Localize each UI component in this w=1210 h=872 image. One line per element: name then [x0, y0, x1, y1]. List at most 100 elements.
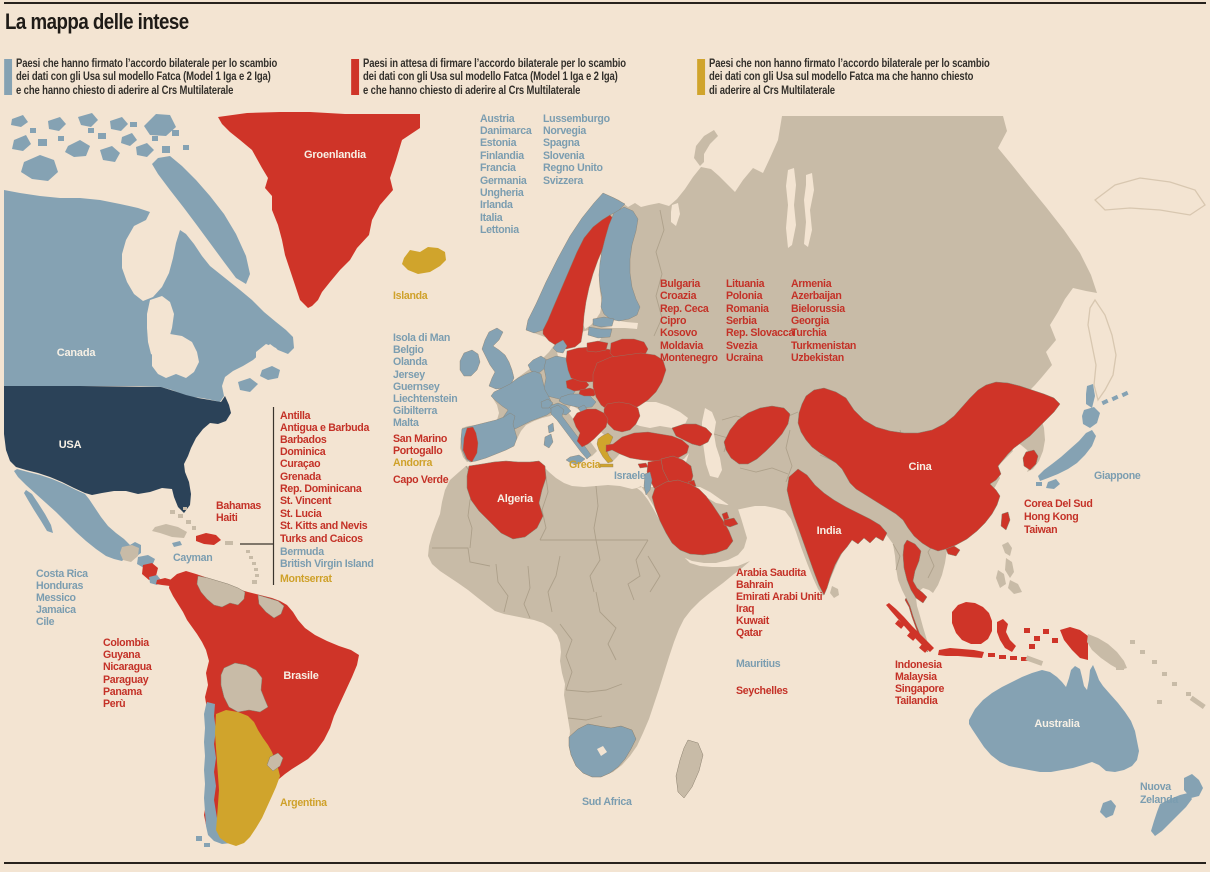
svg-text:Giappone: Giappone: [1094, 470, 1141, 482]
svg-text:Bermuda: Bermuda: [280, 546, 324, 558]
svg-text:Bahrain: Bahrain: [736, 579, 773, 591]
svg-text:Serbia: Serbia: [726, 315, 757, 327]
svg-text:Arabia Saudita: Arabia Saudita: [736, 567, 806, 579]
svg-text:Malta: Malta: [393, 417, 419, 429]
svg-text:Colombia: Colombia: [103, 637, 149, 649]
svg-text:Tailandia: Tailandia: [895, 695, 938, 707]
svg-text:Guyana: Guyana: [103, 649, 140, 661]
svg-text:Andorra: Andorra: [393, 457, 433, 469]
svg-text:Hong Kong: Hong Kong: [1024, 511, 1078, 523]
svg-text:Antigua e Barbuda: Antigua e Barbuda: [280, 422, 369, 434]
svg-text:St. Kitts and Nevis: St. Kitts and Nevis: [280, 520, 368, 532]
svg-text:Spagna: Spagna: [543, 137, 580, 149]
svg-text:USA: USA: [59, 439, 82, 451]
svg-text:Lussemburgo: Lussemburgo: [543, 113, 611, 125]
svg-text:Svizzera: Svizzera: [543, 175, 583, 187]
svg-text:Grenada: Grenada: [280, 471, 321, 483]
svg-text:Turchia: Turchia: [791, 327, 827, 339]
svg-text:Haiti: Haiti: [216, 512, 238, 524]
svg-text:Francia: Francia: [480, 162, 516, 174]
svg-text:Germania: Germania: [480, 175, 527, 187]
svg-text:Danimarca: Danimarca: [480, 125, 532, 137]
svg-text:Dominica: Dominica: [280, 446, 326, 458]
svg-text:Lettonia: Lettonia: [480, 224, 519, 236]
svg-text:Rep. Slovacca: Rep. Slovacca: [726, 327, 794, 339]
svg-text:Italia: Italia: [480, 212, 503, 224]
svg-text:Mauritius: Mauritius: [736, 658, 781, 670]
svg-text:Taiwan: Taiwan: [1024, 524, 1057, 536]
svg-text:Paraguay: Paraguay: [103, 674, 149, 686]
svg-text:British Virgin Island: British Virgin Island: [280, 558, 374, 570]
svg-text:Polonia: Polonia: [726, 290, 763, 302]
svg-text:San Marino: San Marino: [393, 433, 448, 445]
svg-text:Singapore: Singapore: [895, 683, 945, 695]
svg-text:Irlanda: Irlanda: [480, 199, 513, 211]
svg-text:Georgia: Georgia: [791, 315, 829, 327]
svg-text:Ungheria: Ungheria: [480, 187, 524, 199]
svg-text:Emirati Arabi Uniti: Emirati Arabi Uniti: [736, 591, 823, 603]
svg-text:Seychelles: Seychelles: [736, 685, 788, 697]
svg-text:Isola di Man: Isola di Man: [393, 332, 450, 344]
svg-text:Finlandia: Finlandia: [480, 150, 524, 162]
svg-text:Estonia: Estonia: [480, 137, 517, 149]
svg-text:Guernsey: Guernsey: [393, 381, 440, 393]
svg-text:Liechtenstein: Liechtenstein: [393, 393, 457, 405]
svg-text:Ucraina: Ucraina: [726, 352, 763, 364]
svg-text:Grecia: Grecia: [569, 459, 601, 471]
svg-text:Islanda: Islanda: [393, 290, 428, 302]
svg-text:Sud Africa: Sud Africa: [582, 796, 632, 808]
svg-text:Malaysia: Malaysia: [895, 671, 937, 683]
svg-text:Montenegro: Montenegro: [660, 352, 718, 364]
svg-text:Honduras: Honduras: [36, 580, 83, 592]
svg-text:Moldavia: Moldavia: [660, 340, 703, 352]
svg-text:Cayman: Cayman: [173, 552, 212, 564]
svg-text:Canada: Canada: [57, 347, 97, 359]
svg-text:Olanda: Olanda: [393, 356, 428, 368]
svg-text:Bahamas: Bahamas: [216, 500, 261, 512]
svg-text:Cipro: Cipro: [660, 315, 687, 327]
svg-text:Jersey: Jersey: [393, 369, 425, 381]
svg-text:St. Lucia: St. Lucia: [280, 508, 322, 520]
svg-text:Montserrat: Montserrat: [280, 573, 333, 585]
svg-text:Rep. Dominicana: Rep. Dominicana: [280, 483, 362, 495]
svg-text:Rep. Ceca: Rep. Ceca: [660, 303, 709, 315]
svg-text:Kuwait: Kuwait: [736, 615, 770, 627]
svg-text:Azerbaijan: Azerbaijan: [791, 290, 842, 302]
svg-text:Lituania: Lituania: [726, 278, 765, 290]
svg-text:Gibilterra: Gibilterra: [393, 405, 438, 417]
svg-text:Argentina: Argentina: [280, 797, 327, 809]
svg-text:Kosovo: Kosovo: [660, 327, 698, 339]
svg-text:Zelanda: Zelanda: [1140, 794, 1178, 806]
svg-text:Croazia: Croazia: [660, 290, 697, 302]
svg-text:Indonesia: Indonesia: [895, 659, 942, 671]
svg-text:Curaçao: Curaçao: [280, 458, 321, 470]
svg-text:Uzbekistan: Uzbekistan: [791, 352, 844, 364]
svg-text:Jamaica: Jamaica: [36, 604, 76, 616]
svg-text:Turkmenistan: Turkmenistan: [791, 340, 856, 352]
svg-text:Turks and Caicos: Turks and Caicos: [280, 533, 363, 545]
svg-text:Perù: Perù: [103, 698, 125, 710]
svg-text:Bulgaria: Bulgaria: [660, 278, 700, 290]
svg-text:Capo Verde: Capo Verde: [393, 474, 449, 486]
svg-text:Groenlandia: Groenlandia: [304, 149, 367, 161]
svg-text:Messico: Messico: [36, 592, 77, 604]
svg-text:Australia: Australia: [1034, 718, 1080, 730]
svg-text:Svezia: Svezia: [726, 340, 758, 352]
svg-text:Romania: Romania: [726, 303, 769, 315]
svg-text:Nuova: Nuova: [1140, 781, 1171, 793]
svg-text:Algeria: Algeria: [497, 493, 534, 505]
svg-text:Nicaragua: Nicaragua: [103, 661, 152, 673]
svg-text:Corea Del Sud: Corea Del Sud: [1024, 498, 1093, 510]
svg-text:Belgio: Belgio: [393, 344, 424, 356]
svg-text:Brasile: Brasile: [283, 670, 318, 682]
svg-text:St. Vincent: St. Vincent: [280, 495, 332, 507]
svg-text:India: India: [817, 525, 843, 537]
svg-text:Armenia: Armenia: [791, 278, 832, 290]
svg-text:Cina: Cina: [908, 461, 932, 473]
svg-text:Slovenia: Slovenia: [543, 150, 585, 162]
svg-text:Portogallo: Portogallo: [393, 445, 443, 457]
svg-text:Israele: Israele: [614, 470, 646, 482]
svg-text:Cile: Cile: [36, 616, 55, 628]
svg-text:Bielorussia: Bielorussia: [791, 303, 845, 315]
svg-text:Norvegia: Norvegia: [543, 125, 586, 137]
